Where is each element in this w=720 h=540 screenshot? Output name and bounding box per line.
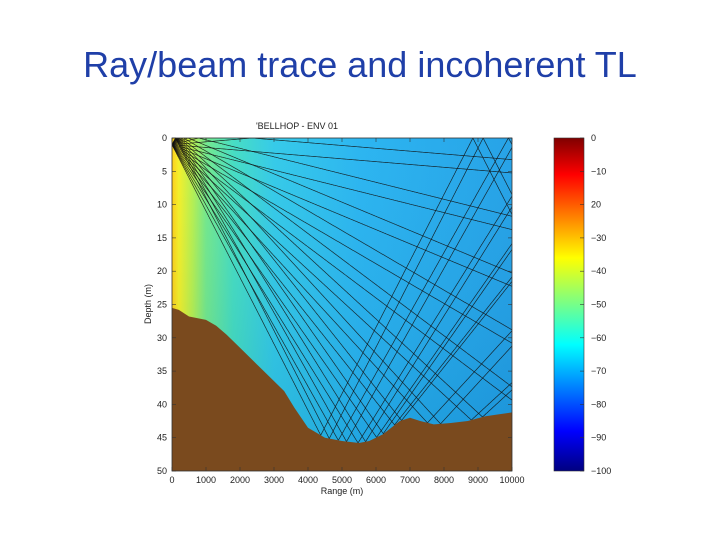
ray-path (172, 138, 512, 435)
ray-path (172, 138, 512, 443)
y-tick-label: 0 (162, 133, 167, 143)
x-tick-label: 8000 (434, 475, 454, 485)
ray-path (172, 144, 512, 444)
ray-path (172, 144, 512, 344)
y-tick-label: 10 (157, 200, 167, 210)
x-tick-label: 4000 (298, 475, 318, 485)
x-tick-label: 9000 (468, 475, 488, 485)
y-tick-label: 5 (162, 166, 167, 176)
y-tick-label: 15 (157, 233, 167, 243)
slide-title: Ray/beam trace and incoherent TL (83, 44, 637, 85)
ray-path (172, 138, 512, 441)
ray-path (172, 144, 512, 287)
colorbar-tick-label: −80 (591, 399, 606, 409)
x-tick-label: 0 (169, 475, 174, 485)
colorbar-tick-label: 0 (591, 133, 596, 143)
colorbar-tick-label: 20 (591, 200, 601, 210)
ray-path (172, 138, 512, 331)
ray-path (172, 144, 512, 230)
ray-traces (172, 138, 512, 444)
ray-path (172, 138, 512, 274)
chart-title: 'BELLHOP - ENV 01 (256, 121, 338, 131)
ray-path (172, 138, 512, 421)
x-tick-label: 7000 (400, 475, 420, 485)
y-axis-label: Depth (m) (143, 284, 153, 324)
seabed (172, 307, 512, 471)
colorbar-tick-label: −50 (591, 300, 606, 310)
y-tick-label: 40 (157, 399, 167, 409)
ray-path (172, 144, 512, 401)
colorbar (553, 137, 585, 472)
x-tick-label: 3000 (264, 475, 284, 485)
ray-path (172, 138, 512, 217)
ray-path (172, 144, 512, 426)
colorbar-tick-label: −30 (591, 233, 606, 243)
x-axis-label: Range (m) (321, 486, 364, 496)
colorbar-tick-label: −10 (591, 166, 606, 176)
x-tick-label: 2000 (230, 475, 250, 485)
colorbar-tick-label: −100 (591, 466, 611, 476)
y-tick-label: 30 (157, 333, 167, 343)
y-tick-label: 50 (157, 466, 167, 476)
colorbar-tick-label: −70 (591, 366, 606, 376)
x-tick-label: 1000 (196, 475, 216, 485)
colorbar-tick-label: −40 (591, 266, 606, 276)
x-tick-label: 5000 (332, 475, 352, 485)
ray-path (172, 138, 512, 425)
y-tick-label: 20 (157, 266, 167, 276)
ray-path (172, 144, 512, 424)
ray-path (172, 144, 512, 174)
colorbar-tick-label: −60 (591, 333, 606, 343)
x-tick-label: 10000 (499, 475, 524, 485)
y-tick-label: 25 (157, 300, 167, 310)
ray-path (172, 138, 512, 418)
ray-path (172, 144, 512, 421)
colorbar-tick-label: −90 (591, 433, 606, 443)
y-tick-label: 35 (157, 366, 167, 376)
y-tick-label: 45 (157, 433, 167, 443)
x-axis: 0 1000 2000 3000 4000 5000 6000 7000 8000 9000 100… (169, 138, 525, 485)
x-tick-label: 6000 (366, 475, 386, 485)
ray-path (172, 144, 512, 438)
ray-path (172, 138, 512, 160)
ray-path (172, 138, 512, 439)
ray-path (172, 138, 512, 388)
colorbar-axis: 0 −10 20 −30 −40 −50 −60 −70 −80 −90 −100 (580, 133, 611, 476)
ray-path (172, 138, 512, 436)
y-axis: 0 5 10 15 20 25 30 35 40 45 50 (157, 133, 512, 476)
